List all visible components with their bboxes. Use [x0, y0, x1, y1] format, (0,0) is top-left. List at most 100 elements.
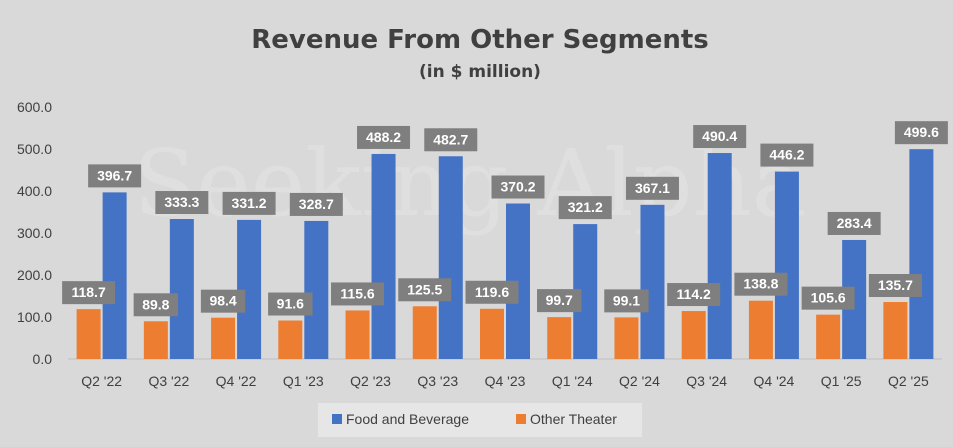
y-tick-label: 500.0	[17, 141, 52, 157]
data-label-box-food-and-beverage	[693, 125, 747, 149]
data-label-box-other-theater	[868, 274, 922, 298]
data-label-other-theater: 105.6	[811, 290, 846, 306]
x-tick-label: Q4 '22	[216, 373, 257, 389]
data-label-box-food-and-beverage	[88, 164, 142, 188]
bar-other-theater	[211, 317, 236, 359]
x-tick-label: Q3 '22	[148, 373, 189, 389]
chart-subtitle: (in $ million)	[419, 62, 541, 82]
data-label-food-and-beverage: 396.7	[97, 167, 132, 183]
data-label-box-food-and-beverage	[894, 121, 948, 145]
data-label-box-other-theater	[801, 286, 855, 310]
bar-other-theater	[614, 317, 639, 359]
data-label-box-other-theater	[667, 283, 721, 307]
data-label-box-food-and-beverage	[558, 196, 612, 220]
x-tick-label: Q4 '24	[754, 373, 795, 389]
data-label-food-and-beverage: 331.2	[232, 195, 267, 211]
data-label-box-other-theater	[62, 281, 116, 305]
chart-plot-area: 0.0 100.0 200.0 300.0 400.0 500.0 600.0 Q2 '22 Q…	[17, 99, 948, 389]
data-label-box-other-theater	[537, 289, 582, 313]
bar-other-theater	[76, 309, 101, 359]
legend-box	[318, 403, 642, 437]
x-tick-label: Q4 '23	[485, 373, 526, 389]
data-label-other-theater: 98.4	[209, 293, 236, 309]
data-label-other-theater: 99.7	[546, 292, 573, 308]
bar-other-theater	[547, 317, 572, 359]
x-tick-label: Q1 '25	[821, 373, 862, 389]
bar-other-theater	[816, 314, 841, 359]
bar-food-and-beverage	[707, 153, 732, 359]
x-tick-label: Q2 '22	[81, 373, 122, 389]
y-tick-label: 400.0	[17, 183, 52, 199]
data-label-box-other-theater	[133, 293, 179, 317]
bar-other-theater	[412, 306, 437, 359]
data-label-other-theater: 135.7	[878, 277, 913, 293]
chart-legend: Food and Beverage Other Theater	[318, 403, 642, 437]
bar-food-and-beverage	[169, 219, 194, 359]
data-label-box-food-and-beverage	[760, 143, 814, 167]
legend-label-food-and-beverage: Food and Beverage	[346, 411, 469, 427]
data-label-food-and-beverage: 488.2	[366, 129, 401, 145]
bar-food-and-beverage	[304, 220, 329, 359]
data-label-other-theater: 99.1	[613, 292, 640, 308]
y-tick-label: 0.0	[33, 351, 53, 367]
data-label-other-theater: 118.7	[71, 284, 105, 300]
bar-other-theater	[681, 311, 706, 359]
data-label-box-food-and-beverage	[625, 176, 679, 200]
data-label-food-and-beverage: 333.3	[164, 194, 199, 210]
data-label-food-and-beverage: 490.4	[702, 128, 737, 144]
data-label-box-food-and-beverage	[424, 128, 478, 152]
data-label-box-food-and-beverage	[491, 175, 545, 199]
data-label-box-other-theater	[398, 278, 452, 302]
data-label-other-theater: 115.6	[340, 285, 374, 301]
bar-food-and-beverage	[371, 153, 396, 359]
x-tick-label: Q2 '23	[350, 373, 391, 389]
data-label-box-food-and-beverage	[222, 191, 276, 215]
bar-food-and-beverage	[237, 219, 262, 359]
data-label-food-and-beverage: 370.2	[500, 179, 535, 195]
bar-other-theater	[748, 300, 773, 359]
bar-food-and-beverage	[102, 192, 127, 359]
chart-title: Revenue From Other Segments	[251, 25, 709, 55]
data-label-box-food-and-beverage	[155, 191, 209, 215]
data-label-box-other-theater	[604, 289, 649, 313]
data-label-box-food-and-beverage	[357, 125, 411, 149]
data-label-box-food-and-beverage	[289, 192, 343, 216]
data-label-box-other-theater	[268, 292, 313, 316]
bar-other-theater	[143, 321, 168, 359]
bar-food-and-beverage	[774, 171, 799, 359]
data-label-box-other-theater	[200, 289, 246, 313]
data-label-food-and-beverage: 482.7	[433, 131, 468, 147]
x-tick-label: Q2 '25	[888, 373, 929, 389]
data-label-other-theater: 138.8	[743, 276, 778, 292]
data-label-food-and-beverage: 446.2	[769, 147, 804, 163]
data-label-box-other-theater	[331, 282, 385, 306]
data-label-food-and-beverage: 328.7	[299, 196, 334, 212]
data-label-food-and-beverage: 499.6	[904, 124, 939, 140]
data-label-food-and-beverage: 283.4	[837, 215, 872, 231]
y-tick-label: 200.0	[17, 267, 52, 283]
x-tick-label: Q2 '24	[619, 373, 660, 389]
data-label-box-food-and-beverage	[827, 211, 881, 235]
bar-food-and-beverage	[909, 149, 934, 359]
data-label-other-theater: 91.6	[277, 296, 304, 312]
data-label-box-other-theater	[734, 272, 788, 296]
y-tick-label: 100.0	[17, 309, 52, 325]
data-label-other-theater: 125.5	[407, 281, 442, 297]
y-tick-label: 600.0	[17, 99, 52, 115]
y-tick-label: 300.0	[17, 225, 52, 241]
x-tick-label: Q1 '24	[552, 373, 593, 389]
bar-other-theater	[480, 308, 504, 359]
data-label-other-theater: 89.8	[142, 296, 169, 312]
data-label-food-and-beverage: 367.1	[635, 180, 670, 196]
data-label-other-theater: 114.2	[677, 286, 711, 302]
legend-swatch-food-and-beverage	[332, 414, 342, 424]
data-label-box-other-theater	[465, 280, 519, 304]
bar-other-theater	[278, 320, 303, 359]
bar-food-and-beverage	[438, 156, 463, 359]
data-label-other-theater: 119.6	[475, 284, 509, 300]
x-tick-label: Q3 '23	[417, 373, 458, 389]
x-tick-label: Q3 '24	[686, 373, 727, 389]
x-tick-label: Q1 '23	[283, 373, 324, 389]
